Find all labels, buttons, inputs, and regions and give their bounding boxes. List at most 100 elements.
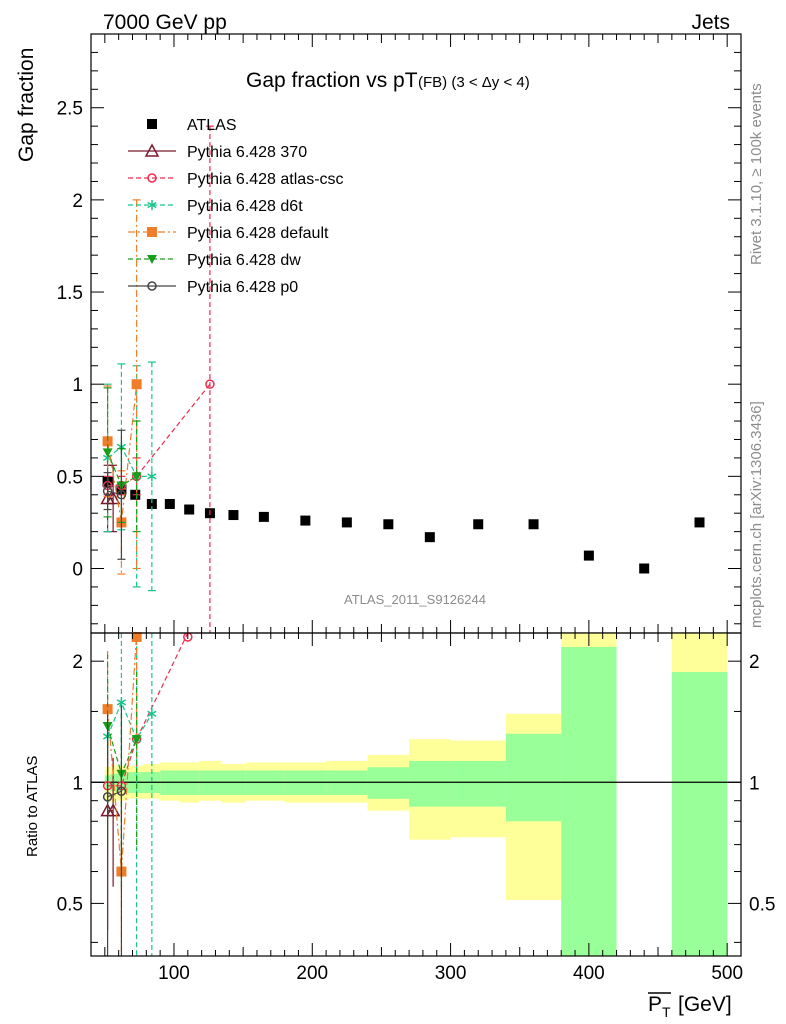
legend-marker: [147, 173, 157, 183]
y-tick-label: 1: [72, 375, 83, 396]
ratio-uncertainty-bands: [91, 633, 741, 956]
legend-item: Pythia 6.428 dw: [128, 252, 301, 269]
atlas-data-point: [639, 563, 650, 574]
series-line: [107, 383, 211, 487]
atlas-data-point: [228, 510, 239, 521]
y-tick-label: 1.5: [57, 283, 83, 304]
series-atlas: [102, 476, 705, 574]
y-tick-label: 0: [72, 559, 83, 580]
atlas-data-point: [424, 532, 435, 543]
legend-marker: [147, 255, 157, 264]
ratio-y-tick-label-right: 1: [749, 773, 760, 794]
rivet-version-label: Rivet 3.1.10, ≥ 100k events: [748, 83, 765, 265]
atlas-data-point: [258, 511, 269, 522]
mcplots-label: mcplots.cern.ch [arXiv:1306.3436]: [748, 401, 765, 628]
upper-series-layer: [100, 125, 705, 633]
legend-marker: [147, 119, 157, 129]
series-line: [107, 490, 122, 496]
legend-label: Pythia 6.428 atlas-csc: [187, 171, 344, 188]
data-point: [205, 379, 215, 389]
ratio-point: [102, 704, 113, 715]
ratio-line: [107, 790, 122, 798]
energy-label: 7000 GeV pp: [103, 11, 227, 34]
x-axis-label-unit: [GeV]: [678, 993, 732, 1016]
data-point: [102, 448, 113, 458]
process-label: Jets: [691, 11, 730, 34]
x-tick-label: 300: [435, 963, 467, 984]
atlas-data-point: [300, 515, 311, 526]
ratio-line: [107, 700, 153, 741]
x-tick-label: 100: [158, 963, 190, 984]
ratio-y-tick-label: 2: [72, 652, 83, 673]
legend-item: Pythia 6.428 atlas-csc: [128, 171, 344, 188]
ratio-point: [131, 735, 142, 745]
green-band: [450, 760, 506, 807]
legend-marker: [147, 281, 157, 291]
lower-frame: [90, 632, 742, 957]
legend-label: Pythia 6.428 dw: [187, 252, 301, 269]
legend-marker: [147, 200, 157, 210]
legend-label: Pythia 6.428 default: [187, 225, 329, 242]
y-tick-label: 0.5: [57, 467, 83, 488]
data-point: [105, 490, 121, 505]
legend-marker: [147, 227, 157, 237]
x-axis-label-sub: T: [662, 1004, 671, 1020]
atlas-data-point: [146, 498, 157, 509]
chart-title: Gap fraction vs pT: [246, 69, 418, 92]
ratio-y-tick-label: 1: [72, 773, 83, 794]
ratio-point: [116, 697, 127, 708]
green-band: [505, 733, 562, 822]
ratio-axis-label: Ratio to ATLAS: [24, 756, 41, 857]
legend-item: Pythia 6.428 370: [128, 143, 307, 161]
x-tick-label: 200: [296, 963, 328, 984]
atlas-data-point: [164, 498, 175, 509]
green-band: [561, 646, 617, 956]
legend-label: Pythia 6.428 370: [187, 144, 307, 161]
legend: ATLAS Pythia 6.428 370 Pythia 6.428 atlas-…: [128, 117, 344, 296]
y-tick-label: 2: [72, 191, 83, 212]
atlas-data-point: [383, 519, 394, 530]
legend-item: Pythia 6.428 p0: [128, 279, 298, 296]
ratio-series-layer: [100, 632, 193, 956]
ratio-y-tick-label-right: 0.5: [749, 894, 775, 915]
legend-label: Pythia 6.428 d6t: [187, 198, 303, 215]
data-point: [102, 486, 113, 496]
ratio-point: [102, 792, 113, 802]
ratio-y-tick-label: 0.5: [57, 894, 83, 915]
analysis-watermark: ATLAS_2011_S9126244: [344, 592, 486, 607]
legend-item: Pythia 6.428 d6t: [128, 198, 303, 215]
legend-marker: [144, 143, 160, 157]
legend-label: Pythia 6.428 p0: [187, 279, 298, 296]
ratio-point: [147, 708, 157, 719]
legend-item: Pythia 6.428 default: [128, 225, 329, 242]
series-pythia-6-428-default: [102, 199, 142, 575]
chart-title-suffix: (FB) (3 < Δy < 4): [418, 74, 530, 91]
data-point: [102, 436, 113, 447]
x-axis-label-p: P: [648, 993, 662, 1016]
y-tick-label: 2.5: [57, 99, 83, 120]
ratio-point: [116, 786, 127, 796]
atlas-data-point: [341, 517, 352, 528]
y-axis-label: Gap fraction: [15, 48, 38, 162]
series-line: [107, 445, 152, 477]
ratio-y-tick-label-right: 2: [749, 652, 760, 673]
x-axis-label: P T [GeV]: [648, 992, 732, 1020]
atlas-data-point: [528, 519, 539, 530]
ratio-line: [107, 632, 189, 787]
series-pythia-6-428-p0: [102, 429, 127, 560]
green-band: [671, 671, 728, 956]
legend-item: ATLAS: [147, 117, 237, 134]
lower-axes: 0.5 0.5 1 1 2 2 100 200 300 400 500: [57, 632, 775, 984]
atlas-data-point: [184, 504, 195, 515]
ratio-pythia-6-428-p0: [102, 705, 127, 956]
atlas-data-point: [583, 550, 594, 561]
green-band: [409, 760, 451, 807]
data-point: [147, 471, 157, 482]
legend-label: ATLAS: [187, 117, 237, 134]
data-point: [116, 490, 127, 500]
ratio-point: [131, 632, 142, 642]
data-point: [131, 379, 142, 390]
green-band: [367, 767, 410, 799]
x-tick-label: 500: [711, 963, 743, 984]
